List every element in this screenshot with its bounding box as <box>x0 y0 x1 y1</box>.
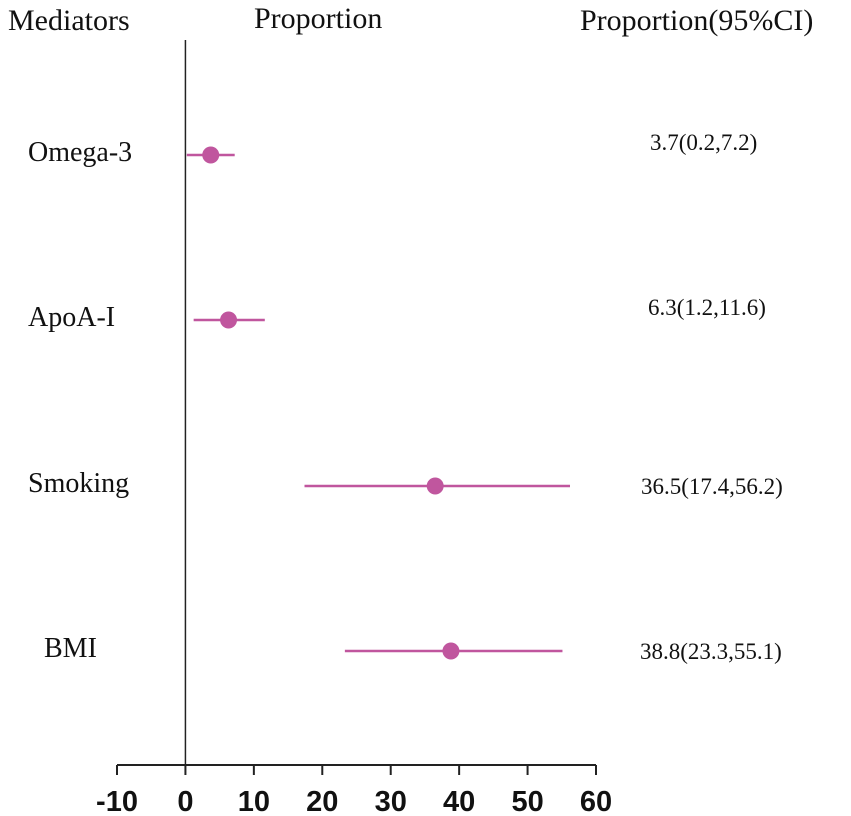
ci-text: 38.8(23.3,55.1) <box>640 639 782 664</box>
x-tick-label: 40 <box>443 786 475 816</box>
mediator-label: BMI <box>44 633 97 664</box>
x-tick-label: 30 <box>375 786 407 816</box>
point-estimate <box>220 311 238 329</box>
x-tick-label: 60 <box>580 786 612 816</box>
ci-text: 6.3(1.2,11.6) <box>648 295 766 320</box>
point-estimate <box>202 146 220 164</box>
x-tick-label: 20 <box>306 786 338 816</box>
proportion-header: Proportion <box>254 2 383 35</box>
mediator-label: Omega-3 <box>28 137 133 168</box>
proportion-ci-header: Proportion(95%CI) <box>580 4 814 37</box>
x-tick-label: 50 <box>511 786 543 816</box>
x-tick-label: 0 <box>177 786 193 816</box>
ci-text: 36.5(17.4,56.2) <box>641 474 783 499</box>
mediator-label: ApoA-I <box>28 302 116 333</box>
x-tick-label: -10 <box>96 786 138 816</box>
x-tick-label: 10 <box>238 786 270 816</box>
mediator-label: Smoking <box>28 468 130 499</box>
point-estimate <box>426 477 444 495</box>
point-estimate <box>442 642 460 660</box>
mediators-header: Mediators <box>8 4 130 37</box>
ci-text: 3.7(0.2,7.2) <box>650 130 758 155</box>
